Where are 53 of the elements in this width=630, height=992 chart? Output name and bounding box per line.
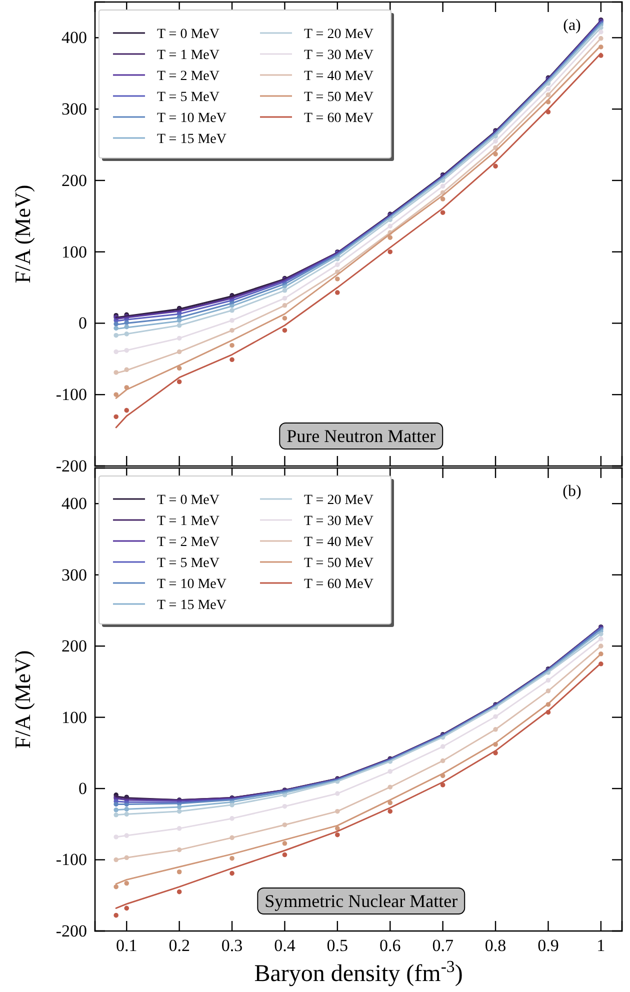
x-tick-label: 1 xyxy=(596,936,606,956)
y-axis-title: F/A (MeV) xyxy=(10,650,35,749)
legend-label: T = 0 MeV xyxy=(157,493,220,508)
annotation: (b) xyxy=(562,483,582,500)
legend-label: T = 15 MeV xyxy=(157,598,226,613)
legend-label: T = 60 MeV xyxy=(304,111,374,126)
annotation: Symmetric Nuclear Matter xyxy=(264,891,458,911)
legend-label: T = 2 MeV xyxy=(157,535,220,550)
x-tick-label: 0.1 xyxy=(116,936,138,956)
x-tick-label: 0.8 xyxy=(484,936,506,956)
x-tick-label: 0.3 xyxy=(221,936,243,956)
y-tick-label: 300 xyxy=(62,565,87,584)
legend-label: T = 5 MeV xyxy=(157,90,220,105)
x-axis-title: Baryon density (fm$^{-3}$) xyxy=(254,956,463,987)
legend-label: T = 1 MeV xyxy=(157,514,220,529)
y-tick-label: 300 xyxy=(62,100,87,119)
y-tick-label: -100 xyxy=(56,850,87,870)
annotation: Pure Neutron Matter xyxy=(286,426,436,446)
legend-label: T = 20 MeV xyxy=(304,493,374,508)
x-tick-label: 0.7 xyxy=(432,936,454,956)
y-tick-label: 200 xyxy=(62,636,87,656)
x-tick-label: 0.4 xyxy=(274,936,296,956)
x-tick-label: 0.5 xyxy=(326,936,348,956)
y-axis-title: F/A (MeV) xyxy=(10,184,35,284)
legend-label: T = 30 MeV xyxy=(304,514,374,529)
legend-label: T = 10 MeV xyxy=(157,577,226,592)
y-tick-label: 400 xyxy=(62,28,87,48)
x-tick-label: 0.2 xyxy=(168,936,190,956)
y-tick-label: 400 xyxy=(62,494,87,514)
annotation: (a) xyxy=(563,17,581,34)
legend-label: T = 2 MeV xyxy=(157,69,220,84)
legend-label: T = 15 MeV xyxy=(157,132,226,147)
y-tick-label: -200 xyxy=(56,921,87,940)
x-tick-label: 0.6 xyxy=(379,936,401,956)
y-tick-label: 100 xyxy=(62,242,87,262)
legend-label: T = 40 MeV xyxy=(304,535,374,550)
y-tick-label: 0 xyxy=(78,778,87,798)
y-tick-label: 200 xyxy=(62,170,87,190)
legend-label: T = 10 MeV xyxy=(157,111,226,126)
legend-label: T = 50 MeV xyxy=(304,90,374,105)
legend-label: T = 30 MeV xyxy=(304,48,374,63)
legend-label: T = 40 MeV xyxy=(304,69,374,84)
legend-label: T = 20 MeV xyxy=(304,27,374,42)
legend-label: T = 50 MeV xyxy=(304,556,374,571)
legend-label: T = 1 MeV xyxy=(157,48,220,63)
legend-label: T = 0 MeV xyxy=(157,27,220,42)
x-tick-label: 0.9 xyxy=(538,936,559,956)
y-tick-label: -100 xyxy=(56,385,87,404)
legend-label: T = 5 MeV xyxy=(157,556,220,571)
y-tick-label: 0 xyxy=(78,314,87,333)
legend-label: T = 60 MeV xyxy=(304,577,374,592)
y-tick-label: 100 xyxy=(62,708,87,727)
y-tick-label: -200 xyxy=(56,456,87,476)
